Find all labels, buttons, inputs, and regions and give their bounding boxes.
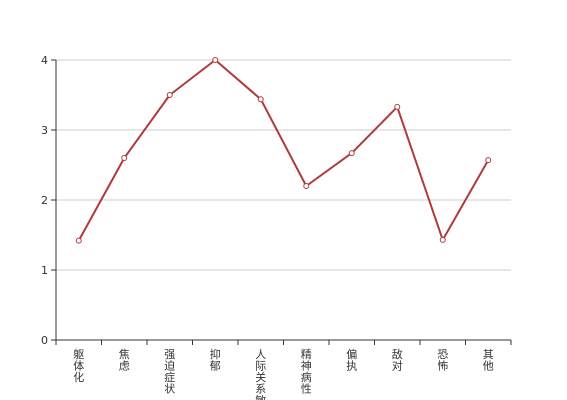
y-tick-label: 3 bbox=[41, 124, 48, 137]
data-point bbox=[121, 155, 128, 161]
x-tick-label: 人际关系敏感 bbox=[255, 348, 266, 400]
x-tick-label: 其他 bbox=[483, 348, 494, 373]
y-tick-label: 0 bbox=[41, 334, 48, 347]
series-layer bbox=[75, 57, 492, 244]
data-point bbox=[348, 150, 355, 157]
y-tick-label: 2 bbox=[41, 194, 48, 207]
x-tick-label: 焦虑 bbox=[119, 348, 130, 373]
y-tick-label: 4 bbox=[41, 54, 48, 67]
data-point bbox=[394, 103, 401, 110]
data-point bbox=[212, 57, 219, 63]
axis-layer: 0 1 2 3 4 躯体化 焦虑 强迫症状 抑郁 人际关系敏感 精神病性 偏执 敌对 恐怖 其他 bbox=[41, 54, 512, 400]
series-line bbox=[77, 59, 490, 242]
data-point bbox=[75, 237, 82, 244]
x-tick-label: 躯体化 bbox=[73, 348, 84, 384]
data-point bbox=[439, 236, 446, 243]
grid-layer bbox=[56, 59, 511, 271]
data-point bbox=[485, 157, 492, 164]
x-tick-label: 强迫症状 bbox=[164, 348, 175, 396]
x-tick-label: 精神病性 bbox=[301, 348, 312, 396]
x-tick-label: 敌对 bbox=[392, 347, 403, 373]
x-tick-label: 恐怖 bbox=[437, 348, 448, 373]
data-point bbox=[257, 96, 264, 103]
data-point bbox=[303, 183, 310, 189]
data-point bbox=[166, 92, 173, 98]
x-tick-label: 偏执 bbox=[346, 347, 357, 373]
x-tick-label: 抑郁 bbox=[210, 347, 221, 373]
y-tick-label: 1 bbox=[41, 264, 48, 277]
